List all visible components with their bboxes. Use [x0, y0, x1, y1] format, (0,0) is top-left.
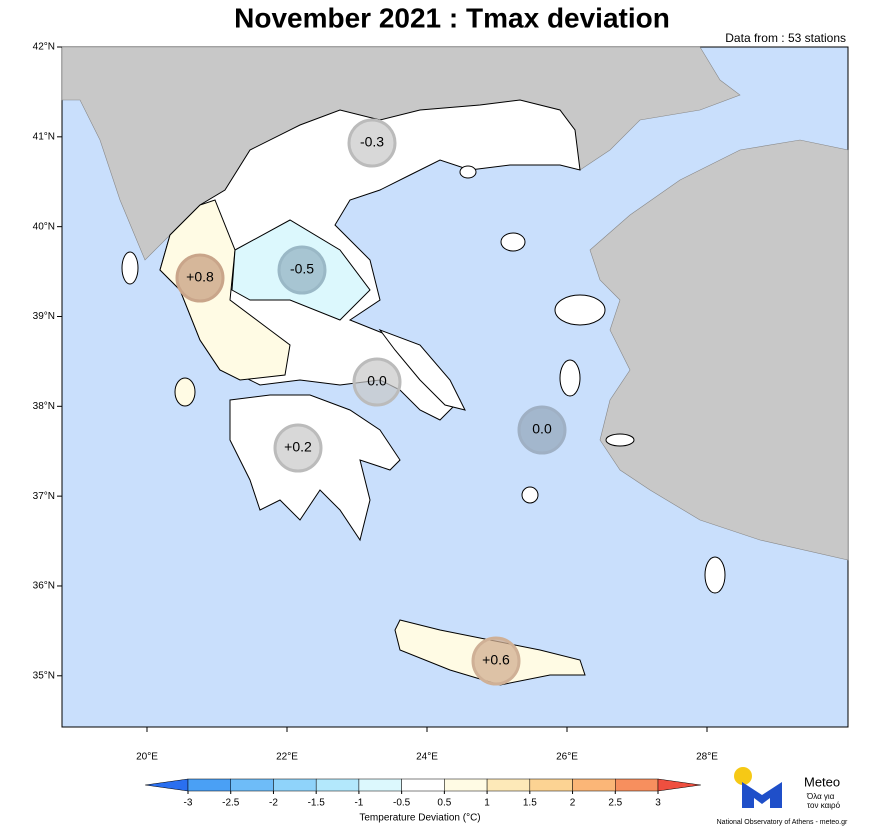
colorbar-tick-label: 2.5 — [608, 798, 622, 809]
samos — [605, 433, 635, 447]
colorbar-bin — [187, 778, 231, 792]
colorbar-bin — [401, 778, 445, 792]
lat-label: 41°N — [33, 131, 55, 142]
lat-label: 36°N — [33, 581, 55, 592]
colorbar-bin — [444, 778, 488, 792]
lon-label: 22°E — [276, 752, 298, 763]
region-value: +0.2 — [284, 439, 312, 455]
colorbar-bin — [572, 778, 616, 792]
colorbar-tick-label: -0.5 — [393, 798, 411, 809]
title: November 2021 : Tmax deviation — [234, 2, 670, 33]
lat-label: 37°N — [33, 491, 55, 502]
logo-m — [742, 782, 782, 808]
limnos — [500, 232, 526, 252]
turkey — [589, 139, 849, 561]
colorbar-tick-label: 1.5 — [523, 798, 537, 809]
region-value: +0.8 — [186, 269, 214, 285]
lon-label: 20°E — [136, 752, 158, 763]
lat-label: 38°N — [33, 401, 55, 412]
colorbar-bin — [615, 778, 659, 792]
subtitle: Data from : 53 stations — [725, 31, 846, 45]
lon-label: 26°E — [556, 752, 578, 763]
colorbar-bin — [529, 778, 573, 792]
station-values: -0.3 +0.8 -0.5 0.0 +0.2 0.0 +0.6 — [175, 118, 567, 686]
peloponnese — [229, 394, 401, 542]
region-marker — [277, 245, 327, 295]
region-marker — [352, 357, 402, 407]
colorbar-tick-label: -3 — [184, 798, 193, 809]
lon-label: 28°E — [696, 752, 718, 763]
colorbar-tick-label: -2 — [269, 798, 278, 809]
naxos — [521, 486, 539, 504]
logo-sun — [734, 767, 752, 785]
colorbar-bin — [486, 778, 531, 792]
epirus — [159, 199, 291, 381]
colorbar-tick-label: -1.5 — [308, 798, 326, 809]
colorbar-tick-label: -2.5 — [222, 798, 240, 809]
chios — [559, 359, 581, 397]
corfu — [121, 251, 139, 285]
lon-label: 24°E — [416, 752, 438, 763]
lat-label: 42°N — [33, 42, 55, 53]
region-marker — [517, 405, 567, 455]
region-marker — [175, 253, 225, 303]
region-marker — [347, 118, 397, 168]
logo-name: Meteo — [804, 774, 840, 789]
colorbar-low — [145, 778, 189, 792]
colorbar-bin — [315, 778, 360, 792]
lesvos — [554, 294, 606, 326]
region-value: -0.5 — [290, 261, 314, 277]
lat-label: 40°N — [33, 221, 55, 232]
colorbar-tick-label: -1 — [354, 798, 363, 809]
colorbar-tick-label: 3 — [655, 798, 661, 809]
colorbar-bin — [230, 778, 274, 792]
colorbar-tick-label: 1 — [484, 798, 490, 809]
region-value: 0.0 — [532, 421, 552, 437]
region-marker — [273, 423, 323, 473]
colorbar-bin — [358, 778, 402, 792]
credit: National Observatory of Athens - meteo.g… — [717, 819, 848, 826]
kefalonia — [174, 377, 196, 407]
colorbar-tick-label: 0.5 — [437, 798, 451, 809]
colorbar-high — [657, 778, 701, 792]
region-value: 0.0 — [367, 373, 387, 389]
logo-tagline: τον καιρό — [807, 801, 841, 810]
lat-label: 35°N — [33, 670, 55, 681]
region-marker — [471, 636, 521, 686]
logo-tagline: Όλα για — [806, 792, 835, 801]
colorbar-tick-label: 2 — [570, 798, 576, 809]
logo: Meteo Όλα για τον καιρό National Observa… — [717, 767, 848, 826]
region-value: -0.3 — [360, 134, 384, 150]
euboea — [378, 328, 466, 411]
region-value: +0.6 — [482, 652, 510, 668]
colorbar-bin — [273, 778, 317, 792]
map — [61, 46, 849, 728]
colorbar-label: Temperature Deviation (°C) — [359, 813, 480, 824]
lat-label: 39°N — [33, 311, 55, 322]
thasos — [459, 165, 477, 179]
rhodes — [704, 556, 726, 594]
